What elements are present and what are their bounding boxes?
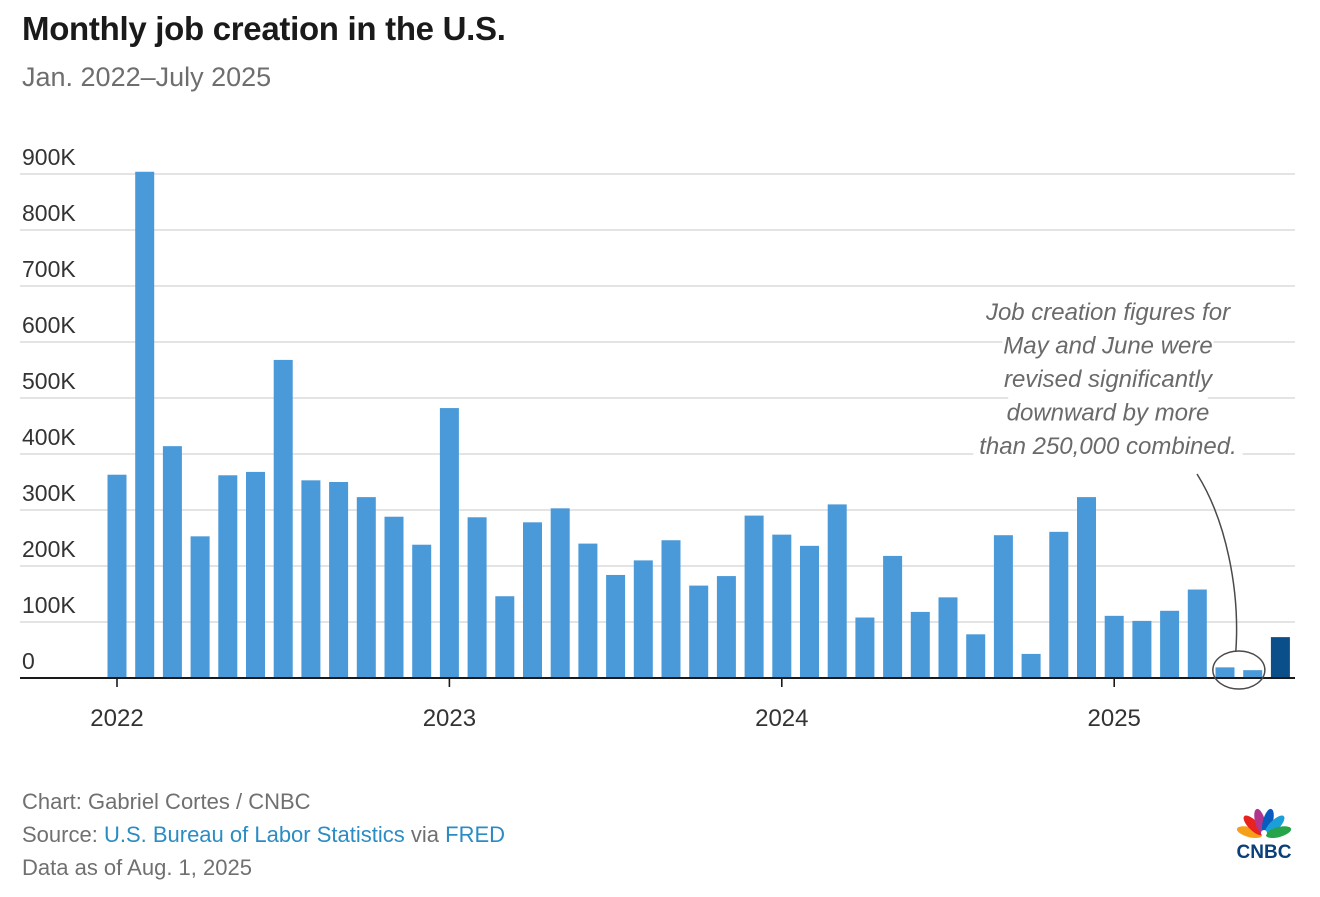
bar-jan-2023 [439,408,459,678]
bar-apr-2024 [855,617,875,678]
bar-mar-2023 [495,596,515,678]
annotation-backdrop [1008,396,1208,428]
bar-dec-2023 [744,515,764,678]
bar-feb-2022 [135,171,155,678]
bar-mar-2025 [1160,610,1180,678]
x-tick-label: 2022 [90,705,143,732]
source-line: Source: U.S. Bureau of Labor Statistics … [22,822,505,848]
annotation-backdrop [979,363,1237,394]
bar-mar-2022 [162,446,182,678]
x-tick-label: 2023 [423,705,476,732]
chart-credit: Chart: Gabriel Cortes / CNBC [22,789,311,814]
y-tick-label: 700K [22,256,76,282]
annotation-connector [1196,473,1238,652]
bar-jun-2023 [578,543,598,678]
bar-nov-2023 [716,576,736,678]
y-tick-label: 100K [22,592,76,618]
annotation-line: than 250,000 combined. [979,433,1237,460]
bar-aug-2024 [966,634,986,678]
bar-jan-2022 [107,474,127,678]
x-tick-label: 2024 [755,705,808,732]
annotation-line: Job creation figures for [985,299,1231,326]
bar-chart: 0 100K 200K 300K 400K 500K 600K 700K 800K 900K 20… [20,144,1295,732]
y-tick-label: 500K [22,368,76,394]
bar-jun-2024 [910,611,930,678]
bar-sep-2023 [661,540,681,678]
peacock-feather [1243,815,1264,836]
bar-jul-2024 [938,597,958,678]
annotation-backdrop [973,430,1243,461]
bar-apr-2022 [190,536,210,678]
bar-jun-2025 [1243,670,1263,678]
peacock-body [1261,830,1267,836]
annotation-line: downward by more [1007,400,1210,427]
chart-subtitle: Jan. 2022–July 2025 [22,62,272,92]
bar-nov-2024 [1049,531,1069,678]
bars [107,171,1290,678]
bar-apr-2025 [1187,589,1207,678]
bls-link[interactable]: U.S. Bureau of Labor Statistics [103,822,405,847]
bar-may-2024 [883,555,903,678]
bar-aug-2023 [633,560,653,678]
annotation-line: revised significantly [1004,366,1214,393]
annotation-backdrop [1002,329,1214,361]
bar-sep-2024 [993,535,1013,678]
peacock-feather [1265,826,1292,839]
bar-may-2023 [550,508,570,678]
bar-oct-2024 [1021,653,1041,678]
y-tick-label: 400K [22,424,76,450]
bar-feb-2024 [800,545,819,678]
peacock-feather [1264,815,1285,836]
source-label: Source: [22,822,104,847]
y-tick-label: 200K [22,536,76,562]
bar-feb-2025 [1132,620,1152,678]
bar-jun-2022 [246,471,265,678]
bar-aug-2022 [301,480,321,678]
peacock-icon [1236,808,1292,839]
x-axis-ticks: 2022 2023 2024 2025 [90,678,1141,732]
bar-jul-2025 [1270,637,1290,678]
cnbc-logo: CNBC [1236,808,1292,862]
y-tick-label: 300K [22,480,76,506]
y-tick-label: 0 [22,648,35,674]
y-tick-label: 800K [22,200,76,226]
bar-sep-2022 [329,482,349,678]
bar-apr-2023 [523,522,542,678]
bar-nov-2022 [384,516,404,678]
source-via: via [404,822,446,847]
bar-mar-2024 [827,504,847,678]
annotation-circle [1212,650,1266,690]
bar-oct-2022 [356,497,376,678]
bar-jul-2023 [606,574,626,678]
bar-oct-2023 [689,585,709,678]
bar-jan-2024 [772,534,792,678]
y-tick-label: 600K [22,312,76,338]
data-date: Data as of Aug. 1, 2025 [22,855,252,880]
chart-title: Monthly job creation in the U.S. [22,10,506,47]
annotation: Job creation figures for May and June wer… [961,296,1266,690]
annotation-backdrop [961,296,1255,327]
annotation-line: May and June were [1003,333,1212,360]
cnbc-wordmark: CNBC [1237,842,1292,862]
bar-feb-2023 [467,517,487,678]
fred-link[interactable]: FRED [445,822,506,847]
y-tick-label: 900K [22,144,76,170]
bar-dec-2022 [412,544,432,678]
x-tick-label: 2025 [1088,705,1141,732]
bar-may-2022 [218,475,238,678]
bar-jan-2025 [1104,615,1124,678]
bar-dec-2024 [1077,497,1096,678]
y-axis-ticks: 0 100K 200K 300K 400K 500K 600K 700K 800K 900K [22,144,76,674]
bar-may-2025 [1215,667,1235,678]
bar-jul-2022 [273,359,293,678]
